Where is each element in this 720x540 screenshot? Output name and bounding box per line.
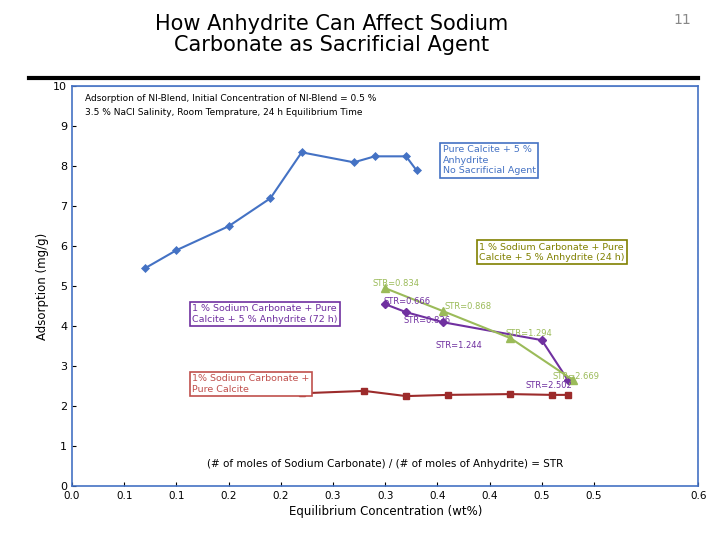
Text: 3.5 % NaCl Salinity, Room Temprature, 24 h Equilibrium Time: 3.5 % NaCl Salinity, Room Temprature, 24… — [84, 109, 362, 117]
Text: 1 % Sodium Carbonate + Pure
Calcite + 5 % Anhydrite (24 h): 1 % Sodium Carbonate + Pure Calcite + 5 … — [480, 242, 625, 262]
Text: STR=0.834: STR=0.834 — [373, 279, 420, 287]
Text: STR=0.666: STR=0.666 — [383, 297, 431, 306]
Text: How Anhydrite Can Affect Sodium: How Anhydrite Can Affect Sodium — [155, 14, 508, 33]
Text: STR=0.836: STR=0.836 — [404, 316, 451, 325]
Text: 1 % Sodium Carbonate + Pure
Calcite + 5 % Anhydrite (72 h): 1 % Sodium Carbonate + Pure Calcite + 5 … — [192, 305, 338, 324]
Text: Pure Calcite + 5 %
Anhydrite
No Sacrificial Agent: Pure Calcite + 5 % Anhydrite No Sacrific… — [443, 145, 536, 175]
Text: STR=2.502: STR=2.502 — [525, 381, 572, 390]
X-axis label: Equilibrium Concentration (wt%): Equilibrium Concentration (wt%) — [289, 505, 482, 518]
Text: Adsorption of NI-Blend, Initial Concentration of NI-Blend = 0.5 %: Adsorption of NI-Blend, Initial Concentr… — [84, 93, 376, 103]
Text: STR=1.294: STR=1.294 — [505, 329, 552, 338]
Y-axis label: Adsorption (mg/g): Adsorption (mg/g) — [36, 233, 49, 340]
Text: 11: 11 — [673, 14, 691, 28]
Text: Carbonate as Sacrificial Agent: Carbonate as Sacrificial Agent — [174, 35, 489, 55]
Text: STR=1.244: STR=1.244 — [436, 341, 482, 350]
Text: STR=2.669: STR=2.669 — [552, 373, 599, 381]
Text: STR=0.868: STR=0.868 — [445, 302, 492, 310]
Text: 1% Sodium Carbonate +
Pure Calcite: 1% Sodium Carbonate + Pure Calcite — [192, 374, 310, 394]
Text: (# of moles of Sodium Carbonate) / (# of moles of Anhydrite) = STR: (# of moles of Sodium Carbonate) / (# of… — [207, 459, 563, 469]
